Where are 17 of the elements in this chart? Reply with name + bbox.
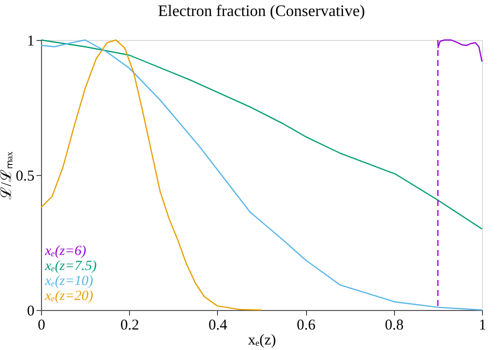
y-tick-label: 1 — [27, 34, 34, 50]
x-tick-label: 0.2 — [120, 318, 140, 334]
text: xₑ(z=7.5) — [44, 259, 97, 274]
chart-title: Electron fraction (Conservative) — [158, 3, 366, 20]
text: xₑ(z=20) — [44, 289, 94, 304]
y-tick-label: 0.5 — [16, 168, 34, 184]
text: xₑ(z=6) — [44, 244, 86, 259]
text: xₑ(z=10) — [44, 274, 94, 289]
y-tick-label: 0 — [27, 304, 34, 320]
x-tick-label: 0.4 — [208, 318, 228, 334]
y-axis-title: ℒ/ℒₘₐₓ — [0, 151, 15, 200]
x-tick-label: 0.8 — [384, 318, 404, 334]
x-tick-label: 0 — [38, 318, 46, 334]
x-tick-label: 1 — [478, 318, 486, 334]
line-series — [40, 39, 483, 230]
x-axis-title: xₑ(z) — [248, 332, 276, 348]
x-tick-label: 0.6 — [296, 318, 316, 334]
